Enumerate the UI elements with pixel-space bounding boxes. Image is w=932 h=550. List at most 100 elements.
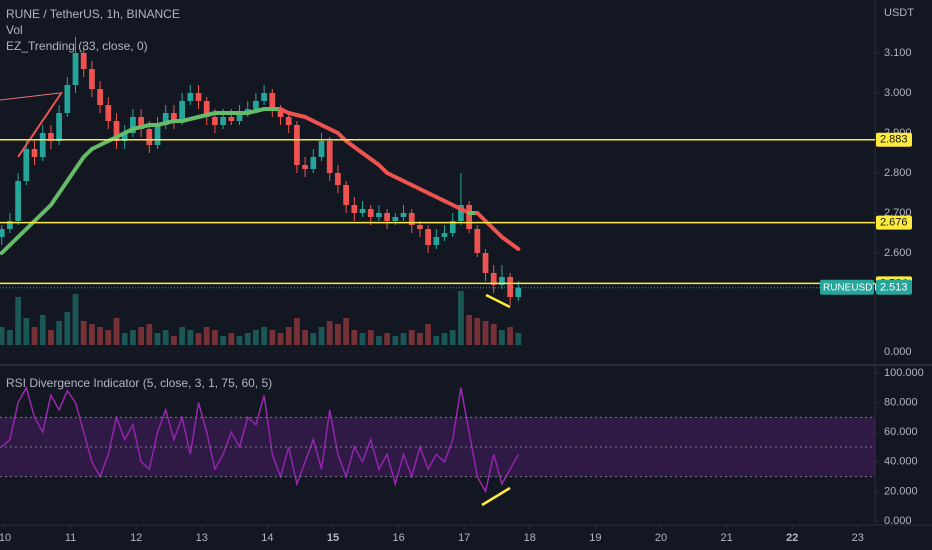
candle-body	[433, 237, 440, 245]
price-line-label: 2.676	[880, 217, 908, 229]
rsi-tick-label: 60.000	[884, 426, 918, 438]
volume-bar	[294, 318, 300, 345]
volume-bar	[269, 330, 276, 345]
candle-body	[171, 113, 177, 121]
volume-bar	[228, 333, 235, 345]
volume-bar	[351, 330, 358, 345]
candle-body	[359, 209, 366, 213]
volume-bar	[39, 315, 46, 345]
volume-bar	[490, 324, 497, 345]
volume-bar	[154, 333, 161, 345]
candle-body	[154, 125, 161, 145]
candle-body	[507, 277, 513, 297]
volume-bar	[392, 336, 399, 345]
volume-bar	[212, 330, 218, 345]
candle-body	[425, 229, 431, 245]
candle-body	[48, 133, 54, 141]
candle-body	[441, 233, 448, 237]
volume-bar	[515, 333, 522, 345]
volume-bar	[302, 330, 308, 345]
candle-body	[335, 173, 341, 185]
volume-bar	[400, 333, 407, 345]
rsi-tick-label: 80.000	[884, 396, 918, 408]
volume-bar	[220, 336, 226, 345]
candle-body	[351, 205, 358, 213]
volume-bar	[277, 333, 284, 345]
candle-body	[23, 149, 30, 181]
x-tick-label: 15	[327, 532, 339, 544]
volume-bar	[285, 327, 292, 345]
candle-body	[146, 129, 153, 145]
volume-bar	[376, 336, 382, 345]
volume-bar	[56, 321, 62, 345]
ema-segment	[508, 241, 521, 251]
x-tick-label: 11	[65, 532, 76, 544]
volume-bar	[318, 327, 325, 345]
volume-bar	[458, 291, 464, 345]
ema-segment	[48, 191, 62, 207]
volume-bar	[499, 330, 505, 345]
x-tick-label: 14	[261, 532, 273, 544]
ema-segment	[57, 179, 70, 195]
x-tick-label: 13	[196, 532, 208, 544]
candle-body	[294, 125, 300, 165]
candle-body	[15, 181, 21, 221]
volume-bar	[97, 327, 103, 345]
volume-bar	[187, 330, 194, 345]
divergence-drawing	[481, 486, 511, 507]
chart-title: RUNE / TetherUS, 1h, BINANCE	[6, 7, 180, 21]
rsi-line	[1, 385, 519, 494]
last-price-name: RUNEUSDT	[823, 282, 879, 293]
volume-bar	[130, 330, 136, 345]
rsi-title: RSI Divergence Indicator (5, close, 3, 1…	[6, 376, 272, 390]
rsi-tick-label: 0.000	[884, 515, 912, 527]
volume-bar	[80, 321, 87, 345]
candle-body	[105, 105, 112, 121]
candle-body	[179, 101, 185, 121]
candle-body	[474, 229, 481, 253]
candle-body	[326, 141, 333, 173]
candle-body	[417, 225, 423, 229]
volume-bar	[179, 327, 185, 345]
candle-body	[7, 221, 13, 229]
volume-bar	[15, 297, 21, 345]
candle-body	[162, 113, 169, 125]
volume-bar	[433, 336, 440, 345]
candle-body	[228, 117, 235, 121]
x-tick-label: 12	[130, 532, 142, 544]
candle-body	[187, 93, 194, 101]
volume-bar	[203, 327, 210, 345]
x-tick-label: 10	[0, 532, 11, 544]
volume-bar	[236, 336, 243, 345]
candle-body	[285, 117, 292, 125]
candle-body	[482, 253, 489, 273]
volume-bar	[335, 324, 341, 345]
candle-body	[277, 109, 284, 117]
candle-body	[392, 217, 399, 221]
x-tick-label: 21	[720, 532, 732, 544]
price-line-label: 2.883	[880, 134, 908, 146]
candle-body	[261, 93, 267, 101]
candle-body	[499, 277, 505, 285]
candle-body	[121, 133, 128, 141]
last-price-tag	[876, 279, 912, 295]
y-tick-label: 2.600	[884, 247, 912, 259]
candle-body	[212, 117, 218, 125]
volume-bar	[7, 330, 13, 345]
volume-bar	[48, 330, 54, 345]
x-tick-label: 16	[392, 532, 404, 544]
volume-tick-label: 0.000	[884, 346, 912, 358]
candle-body	[408, 213, 415, 225]
candle-body	[269, 93, 276, 109]
volume-bar	[474, 318, 481, 345]
candle-body	[220, 117, 226, 125]
x-tick-label: 18	[524, 532, 536, 544]
volume-bar	[384, 333, 390, 345]
candle-body	[400, 213, 407, 217]
volume-bar	[253, 330, 259, 345]
x-tick-label: 17	[458, 532, 470, 544]
candle-body	[39, 133, 46, 157]
volume-bar	[138, 327, 144, 345]
